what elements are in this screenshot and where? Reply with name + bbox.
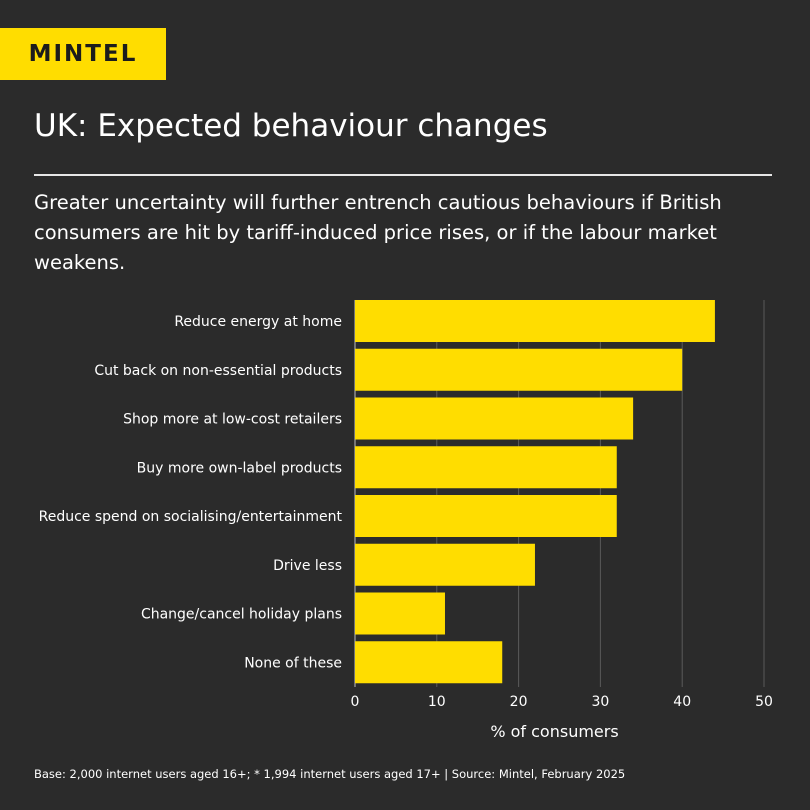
bar xyxy=(355,641,503,684)
source-footnote: Base: 2,000 internet users aged 16+; * 1… xyxy=(34,767,626,781)
category-label: None of these xyxy=(244,655,342,671)
title-divider xyxy=(34,174,772,176)
category-label: Cut back on non-essential products xyxy=(94,363,342,379)
logo-text: MINTEL xyxy=(28,41,138,67)
x-tick-label: 20 xyxy=(510,694,528,710)
category-label: Reduce energy at home xyxy=(174,314,342,330)
category-label: Shop more at low-cost retailers xyxy=(123,412,342,428)
category-label: Change/cancel holiday plans xyxy=(141,607,342,623)
x-tick-label: 50 xyxy=(755,694,773,710)
page-title: UK: Expected behaviour changes xyxy=(34,108,548,144)
x-tick-label: 40 xyxy=(673,694,691,710)
bar-chart-svg: Reduce energy at home Cut back on non-ess… xyxy=(39,300,773,741)
bar xyxy=(355,543,535,586)
x-tick-label: 0 xyxy=(351,694,360,710)
category-label: Reduce spend on socialising/entertainmen… xyxy=(39,509,343,525)
x-axis-label: % of consumers xyxy=(490,722,618,741)
category-label: Buy more own-label products xyxy=(137,460,342,476)
bar xyxy=(355,348,683,391)
bar xyxy=(355,446,617,489)
mintel-logo: MINTEL xyxy=(0,28,166,80)
bar xyxy=(355,495,617,537)
bar xyxy=(355,592,445,635)
x-tick-label: 10 xyxy=(428,694,446,710)
page-subtitle: Greater uncertainty will further entrenc… xyxy=(34,191,722,274)
category-label: Drive less xyxy=(273,558,342,574)
x-tick-label: 30 xyxy=(591,694,609,710)
bar-chart: Reduce energy at home Cut back on non-ess… xyxy=(0,290,810,750)
bar xyxy=(355,397,634,440)
bar xyxy=(355,300,715,342)
